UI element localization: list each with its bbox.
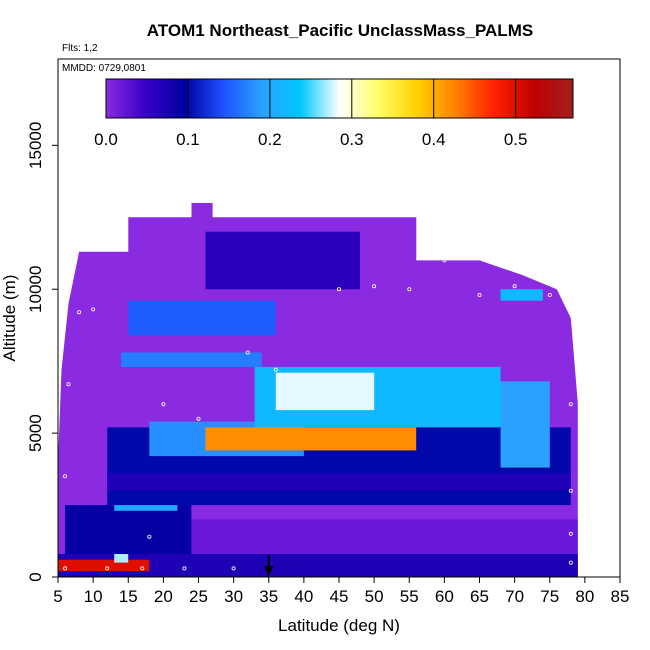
colorbar: 0.0 0.1 0.2 0.3 0.4 0.5 — [94, 78, 574, 149]
x-tick-label: 10 — [84, 587, 103, 606]
track-point — [140, 566, 145, 571]
y-tick-label: 10000 — [26, 266, 45, 313]
colorbar-tick-label: 0.3 — [340, 130, 364, 149]
y-axis: 0 5000 10000 15000 — [26, 122, 59, 582]
heat-cell-15 — [500, 289, 543, 301]
heat-cell-4 — [191, 519, 578, 554]
y-tick-label: 15000 — [26, 122, 45, 169]
x-tick-label: 85 — [611, 587, 630, 606]
track-point — [66, 382, 71, 387]
heat-cell-9 — [205, 427, 417, 451]
track-point — [568, 488, 573, 493]
x-tick-label: 80 — [575, 587, 594, 606]
x-tick-label: 50 — [365, 587, 384, 606]
track-point — [442, 258, 447, 263]
track-point — [245, 350, 250, 355]
heat-cell-14 — [500, 381, 550, 468]
x-tick-label: 45 — [330, 587, 349, 606]
y-axis-label: Altitude (m) — [0, 275, 19, 362]
date-annotation: MMDD: 0729,0801 — [62, 63, 146, 74]
x-tick-label: 75 — [540, 587, 559, 606]
heat-cell-1 — [58, 559, 150, 572]
track-point — [63, 566, 68, 571]
track-point — [105, 566, 110, 571]
x-tick-label: 65 — [470, 587, 489, 606]
colorbar-tick-label: 0.4 — [422, 130, 446, 149]
x-tick-label: 15 — [119, 587, 138, 606]
y-tick-label: 0 — [26, 572, 45, 581]
x-axis: 5 10 15 20 25 30 35 40 45 50 55 60 65 70 75 80 85 — [53, 576, 630, 606]
track-point — [477, 292, 482, 297]
chart-title: ATOM1 Northeast_Pacific UnclassMass_PALM… — [147, 21, 533, 40]
track-point — [273, 367, 278, 372]
heat-cell-16 — [205, 231, 360, 290]
track-point — [512, 284, 517, 289]
track-point — [231, 566, 236, 571]
flight-track-points — [63, 258, 573, 571]
x-tick-label: 60 — [435, 587, 454, 606]
track-point — [568, 560, 573, 565]
heatmap-field — [58, 202, 578, 577]
track-point — [161, 402, 166, 407]
colorbar-tick-label: 0.1 — [176, 130, 200, 149]
heat-cell-0 — [58, 554, 578, 577]
colorbar-tick-label: 0.5 — [504, 130, 528, 149]
heat-cell-13 — [128, 300, 276, 336]
colorbar-gradient — [105, 78, 574, 119]
heat-cell-7 — [107, 473, 571, 491]
colorbar-tick-label: 0.0 — [94, 130, 118, 149]
track-point — [407, 287, 412, 292]
heat-cell-11 — [275, 372, 375, 411]
latitude-marker-arrow — [263, 555, 274, 576]
flights-annotation: Flts: 1,2 — [62, 43, 98, 54]
x-tick-label: 35 — [259, 587, 278, 606]
y-tick-label: 5000 — [26, 414, 45, 452]
track-point — [568, 402, 573, 407]
marker-head — [263, 566, 274, 576]
x-tick-label: 30 — [224, 587, 243, 606]
track-point — [568, 531, 573, 536]
heat-cell-12 — [121, 352, 262, 367]
track-point — [147, 534, 152, 539]
x-tick-label: 25 — [189, 587, 208, 606]
x-axis-label: Latitude (deg N) — [278, 616, 400, 635]
track-point — [91, 307, 96, 312]
colorbar-tick-label: 0.2 — [258, 130, 282, 149]
x-tick-label: 20 — [154, 587, 173, 606]
track-point — [77, 310, 82, 315]
x-tick-label: 55 — [400, 587, 419, 606]
track-point — [336, 287, 341, 292]
track-point — [372, 284, 377, 289]
heat-cell-3 — [65, 505, 192, 554]
track-point — [196, 416, 201, 421]
track-point — [547, 292, 552, 297]
track-point — [63, 474, 68, 479]
track-point — [182, 566, 187, 571]
x-tick-label: 5 — [53, 587, 62, 606]
x-tick-label: 40 — [294, 587, 313, 606]
x-tick-label: 70 — [505, 587, 524, 606]
